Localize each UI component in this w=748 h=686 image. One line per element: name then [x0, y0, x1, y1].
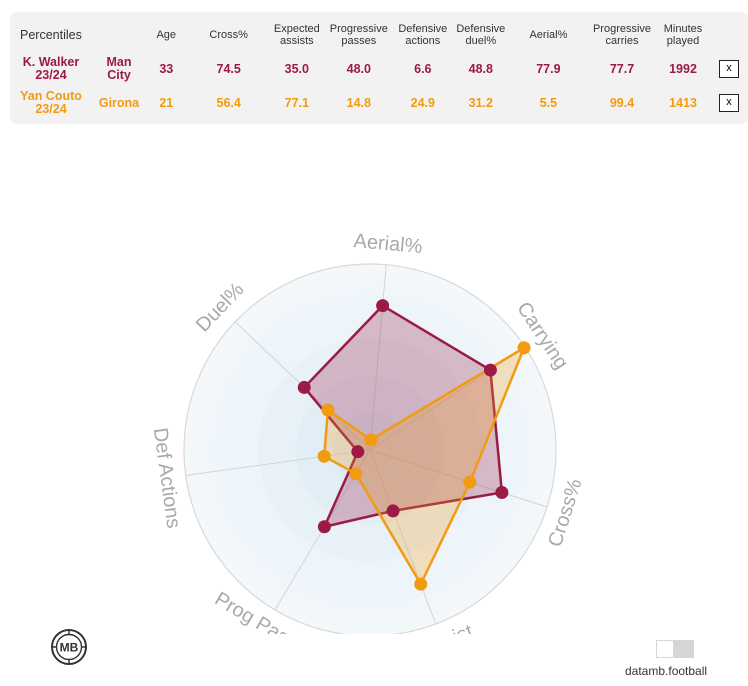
percentiles-table-card: Percentiles Age Cross% Expected assists …: [10, 12, 748, 124]
radar-axis-label: Aerial%: [353, 230, 424, 258]
player-name: Yan Couto 23/24: [20, 89, 82, 116]
radar-point: [386, 504, 400, 518]
radar-point: [495, 485, 509, 499]
radar-spoke: [369, 449, 437, 625]
col-expected-assists: Expected assists: [273, 23, 320, 47]
radar-point: [317, 449, 331, 463]
cell-progressive-carries: 99.4: [609, 95, 635, 110]
table-row: Yan Couto 23/24 Girona 21 56.4 77.1 14.8…: [10, 86, 748, 120]
col-progressive-passes: Progressive passes: [329, 23, 388, 47]
player-name: K. Walker 23/24: [22, 55, 80, 82]
radar-point: [463, 475, 477, 489]
cell-progressive-passes: 14.8: [346, 95, 371, 110]
radar-point: [517, 341, 531, 355]
radar-point: [376, 299, 390, 313]
logo-text: MB: [60, 641, 79, 655]
cell-progressive-passes: 48.0: [346, 61, 371, 76]
cell-expected-assists: 35.0: [284, 61, 309, 76]
radar-spoke: [185, 449, 371, 476]
radar-point: [317, 520, 331, 534]
mb-logo-icon: MB: [51, 629, 87, 665]
col-defensive-duel: Defensive duel%: [456, 23, 506, 47]
cell-minutes-played: 1992: [669, 61, 697, 76]
percentiles-header: Percentiles: [20, 28, 82, 42]
col-minutes-played: Minutes played: [663, 23, 703, 47]
radar-point: [321, 403, 335, 417]
radar-spoke: [369, 346, 526, 451]
cell-minutes-played: 1413: [669, 95, 697, 110]
radar-point: [351, 445, 365, 459]
cell-cross: 74.5: [216, 61, 241, 76]
cell-age: 33: [159, 61, 174, 76]
col-cross: Cross%: [209, 29, 248, 41]
radar-points: [297, 299, 531, 591]
cell-age: 21: [159, 95, 174, 110]
team-name: Girona: [98, 95, 140, 110]
table-row: K. Walker 23/24 Man City 33 74.5 35.0 48…: [10, 52, 748, 86]
col-progressive-carries: Progressive carries: [592, 23, 652, 47]
brand-label: datamb.football: [625, 664, 708, 678]
remove-player-button[interactable]: x: [719, 94, 739, 112]
col-defensive-actions: Defensive actions: [398, 23, 448, 47]
cell-progressive-carries: 77.7: [609, 61, 635, 76]
col-aerial: Aerial%: [529, 29, 568, 41]
cell-defensive-actions: 24.9: [410, 95, 435, 110]
radar-point: [349, 467, 363, 481]
percentiles-table: Percentiles Age Cross% Expected assists …: [10, 18, 748, 120]
theme-toggle[interactable]: [656, 640, 694, 658]
radar-axis-label: Def Actions: [149, 426, 185, 529]
radar-point: [297, 380, 311, 394]
cell-defensive-duel: 48.8: [468, 61, 493, 76]
cell-defensive-duel: 31.2: [468, 95, 493, 110]
team-name: Man City: [106, 55, 132, 82]
radar-spoke: [369, 449, 548, 508]
table-header-row: Percentiles Age Cross% Expected assists …: [10, 18, 748, 52]
radar-point: [483, 363, 497, 377]
cell-aerial: 77.9: [536, 61, 561, 76]
cell-aerial: 5.5: [539, 95, 558, 110]
remove-player-button[interactable]: x: [719, 60, 739, 78]
radar-spoke: [369, 264, 387, 451]
radar-point: [414, 577, 428, 591]
radar-series-2: [322, 346, 526, 586]
radar-point: [364, 433, 378, 447]
toggle-knob: [657, 641, 673, 657]
col-age: Age: [156, 29, 177, 41]
cell-cross: 56.4: [216, 95, 241, 110]
cell-expected-assists: 77.1: [284, 95, 309, 110]
cell-defensive-actions: 6.6: [414, 61, 432, 76]
